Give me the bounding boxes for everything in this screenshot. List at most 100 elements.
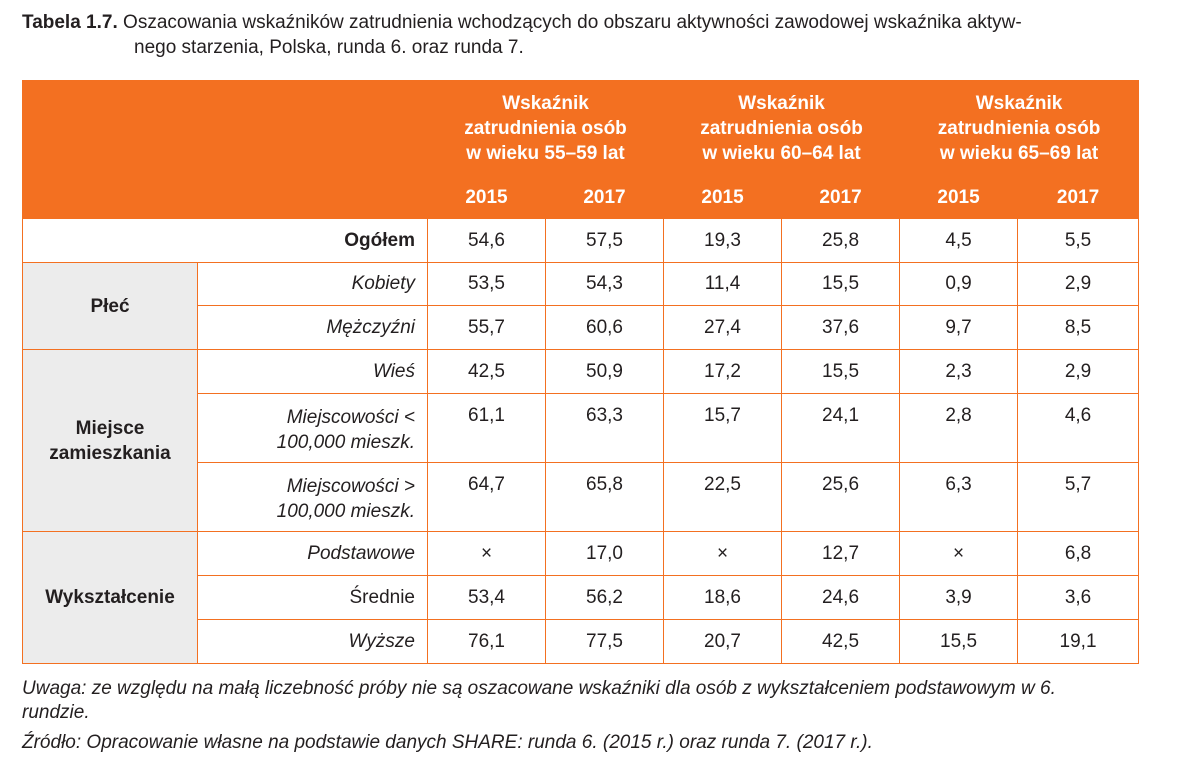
row-label: Wyższe [197,619,428,664]
table-cell: × [427,531,546,576]
header-group-line: zatrudnienia osób [464,118,627,139]
table-row: Miejsce zamieszkania Wieś 42,5 50,9 17,2… [22,349,1140,532]
table-cell: 5,5 [1017,218,1140,263]
header-group-55-59: Wskaźnik zatrudnienia osób w wieku 55–59… [426,80,665,177]
caption-line-2: nego starzenia, Polska, runda 6. oraz ru… [134,37,524,58]
header-group-line: w wieku 60–64 lat [702,143,861,164]
header-group-line: Wskaźnik [975,93,1063,114]
section-label-miejsce: Miejsce zamieszkania [22,349,198,532]
table-cell: 60,6 [544,305,665,350]
table-cell: 6,3 [899,462,1019,532]
year-header: 2017 [1017,176,1140,219]
table-cell: 15,5 [781,349,901,394]
table-cell: 25,8 [781,218,901,263]
table-cell: 19,1 [1017,619,1140,664]
row-label-total: Ogółem [22,218,428,263]
table-cell: 15,5 [781,262,901,306]
section-label-plec: Płeć [22,262,198,350]
table-cell: 17,0 [544,531,665,576]
table-cell: 17,2 [663,349,783,394]
note-uwaga-line: rundzie. [22,702,90,723]
table-row: Wykształcenie Podstawowe × 17,0 × 12,7 ×… [22,531,1140,664]
table-row: Płeć Kobiety 53,5 54,3 11,4 15,5 0,9 2,9 [22,262,1140,350]
table-cell: 2,9 [1017,349,1140,394]
employment-rates-table: Wskaźnik zatrudnienia osób w wieku 55–59… [22,80,1140,664]
table-cell: 53,4 [427,575,546,620]
table-cell: 53,5 [427,262,546,306]
table-cell: 61,1 [427,393,546,463]
year-header: 2015 [663,176,783,219]
row-label: Wieś [197,349,428,394]
row-label-line: 100,000 mieszk. [276,432,415,453]
row-label-line: Miejscowości > [286,476,415,497]
table-cell: 19,3 [663,218,783,263]
header-group-line: zatrudnienia osób [937,118,1101,139]
table-cell: 22,5 [663,462,783,532]
table-cell: 56,2 [544,575,665,620]
table-cell: 54,6 [427,218,546,263]
header-group-line: w wieku 55–59 lat [466,143,625,164]
table-cell: 63,3 [544,393,665,463]
table-cell: 15,7 [663,393,783,463]
row-label: Kobiety [197,262,428,306]
year-header: 2015 [899,176,1019,219]
row-label-line: Miejscowości < [286,407,415,428]
table-row-total: Ogółem 54,6 57,5 19,3 25,8 4,5 5,5 [22,218,1140,263]
table-row: Wyższe 76,1 77,5 20,7 42,5 15,5 19,1 [23,619,1140,664]
row-label: Mężczyźni [197,305,428,350]
table-cell: 57,5 [544,218,665,263]
header-group-line: w wieku 65–69 lat [939,143,1099,164]
header-corner [22,80,428,177]
section-label-line: Miejsce [75,417,145,439]
table-cell: 11,4 [663,262,783,306]
table-cell: 77,5 [544,619,665,664]
year-header: 2017 [544,176,665,219]
table-cell: 5,7 [1017,462,1140,532]
table-row: Miejscowości > 100,000 mieszk. 64,7 65,8… [23,462,1140,532]
table-row: Średnie 53,4 56,2 18,6 24,6 3,9 3,6 [23,575,1140,620]
table-cell: 0,9 [899,262,1019,306]
table-cell: 37,6 [781,305,901,350]
caption-line-1: Tabela 1.7. Oszacowania wskaźników zatru… [22,10,1152,35]
table-cell: 6,8 [1017,531,1140,576]
section-label-line: zamieszkania [49,442,171,464]
section-label-wyksztalcenie: Wykształcenie [22,531,198,664]
note-uwaga: Uwaga: ze względu na małą liczebność pró… [22,677,1162,725]
table-cell: 27,4 [663,305,783,350]
table-cell: 12,7 [781,531,901,576]
caption-label: Tabela 1.7. [22,12,118,33]
row-label: Miejscowości < 100,000 mieszk. [197,393,428,463]
table-cell: 76,1 [427,619,546,664]
row-label: Miejscowości > 100,000 mieszk. [197,462,428,532]
year-header: 2017 [781,176,901,219]
table-cell: 42,5 [781,619,901,664]
header-corner-years [22,176,428,219]
table-cell: 24,6 [781,575,901,620]
table-cell: 55,7 [427,305,546,350]
table-row: Mężczyźni 55,7 60,6 27,4 37,6 9,7 8,5 [23,305,1140,350]
header-row-groups: Wskaźnik zatrudnienia osób w wieku 55–59… [22,80,1140,177]
row-label: Średnie [197,575,428,620]
table-cell: 18,6 [663,575,783,620]
table-cell: 50,9 [544,349,665,394]
table-cell: 24,1 [781,393,901,463]
header-group-60-64: Wskaźnik zatrudnienia osób w wieku 60–64… [663,80,901,177]
header-row-years: 2015 2017 2015 2017 2015 2017 [22,176,1140,219]
table-cell: 4,6 [1017,393,1140,463]
note-uwaga-line: Uwaga: ze względu na małą liczebność pró… [22,678,1056,699]
table-cell: 8,5 [1017,305,1140,350]
note-source: Źródło: Opracowanie własne na podstawie … [22,732,873,753]
header-group-65-69: Wskaźnik zatrudnienia osób w wieku 65–69… [899,80,1140,177]
table-cell: × [663,531,783,576]
table-cell: 65,8 [544,462,665,532]
table-cell: 2,8 [899,393,1019,463]
table-cell: 2,3 [899,349,1019,394]
table-cell: 9,7 [899,305,1019,350]
caption-text-1: Oszacowania wskaźników zatrudnienia wcho… [123,12,1022,33]
row-label: Podstawowe [197,531,428,576]
table-cell: 3,6 [1017,575,1140,620]
table-caption: Tabela 1.7. Oszacowania wskaźników zatru… [22,10,1152,60]
header-group-line: zatrudnienia osób [700,118,863,139]
table-cell: × [899,531,1019,576]
header-group-line: Wskaźnik [738,93,825,114]
